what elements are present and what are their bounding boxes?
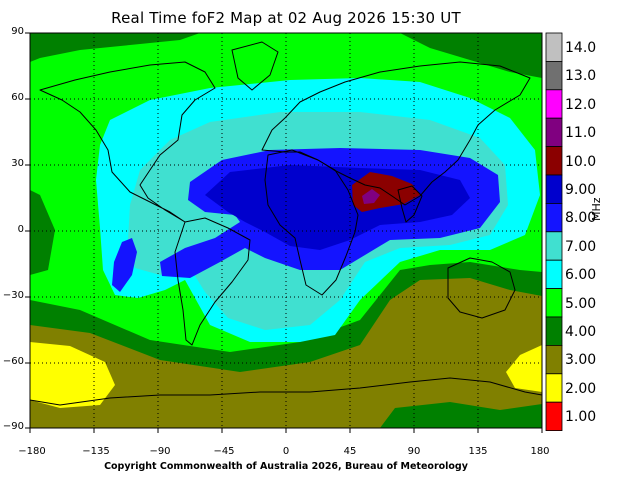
colorbar-level-label: 9.00 — [565, 182, 597, 198]
map-title: Real Time foF2 Map at 02 Aug 2026 15:30 … — [111, 9, 461, 27]
contour-4mhz-west — [30, 190, 55, 275]
colorbar-level-label: 12.0 — [565, 96, 597, 113]
grid — [30, 33, 542, 428]
coastlines — [30, 41, 542, 406]
y-tick-label: −60 — [2, 356, 24, 367]
x-tick-label: 90 — [407, 446, 421, 457]
coast-europe-asia — [261, 61, 531, 206]
y-tick-label: 0 — [17, 224, 24, 235]
colorbar-swatch — [545, 259, 563, 290]
coast-north-america — [39, 61, 216, 223]
axis-ticks — [25, 32, 543, 433]
colorbar-level-label: 8.00 — [565, 210, 597, 227]
contour-3mhz-south — [30, 278, 542, 428]
colorbar-swatch — [545, 316, 563, 346]
coast-antarctica — [30, 377, 542, 406]
colorbar-swatch — [545, 344, 563, 375]
colorbar-level-label: 7.00 — [565, 238, 597, 255]
y-tick-label: 30 — [11, 158, 24, 169]
x-tick-label: 180 — [530, 446, 550, 457]
colorbar-swatch — [545, 231, 563, 261]
contour-4mhz-bottom — [380, 402, 542, 428]
y-tick-label: −30 — [2, 290, 24, 301]
colorbar-swatch — [545, 202, 563, 233]
x-tick-label: −90 — [149, 446, 171, 457]
colorbar-swatch — [545, 373, 563, 403]
colorbar-level-label: 10.0 — [565, 153, 597, 170]
contour-11mhz — [362, 189, 380, 204]
x-tick-label: 135 — [468, 446, 488, 457]
colorbar-level-label: 2.00 — [565, 380, 597, 397]
contour-8mhz-pacific — [112, 238, 137, 292]
coast-south-america — [174, 217, 251, 346]
copyright-notice: Copyright Commonwealth of Australia 2026… — [104, 461, 468, 472]
y-tick-label: −90 — [2, 421, 24, 432]
contour-4mhz-north-west — [30, 33, 200, 62]
contour-4mhz-north-east — [400, 33, 542, 78]
colorbar-level-label: 1.00 — [565, 409, 597, 426]
colorbar-level-label: 3.00 — [565, 352, 597, 369]
coast-greenland — [231, 41, 279, 91]
colorbar — [545, 32, 563, 432]
x-tick-label: −135 — [82, 446, 110, 457]
colorbar-swatch — [545, 89, 563, 119]
contour-2mhz-southwest — [30, 342, 115, 408]
x-tick-label: 0 — [282, 446, 290, 457]
coast-india — [397, 185, 423, 223]
contour-2mhz-southeast — [506, 345, 542, 392]
coast-australia — [447, 257, 516, 319]
coast-africa — [264, 149, 359, 296]
colorbar-level-label: 4.00 — [565, 324, 597, 340]
colorbar-swatch — [545, 401, 563, 432]
colorbar-level-label: 13.0 — [565, 68, 597, 85]
colorbar-swatch — [545, 174, 563, 204]
colorbar-swatch — [545, 32, 563, 62]
y-tick-label: 90 — [11, 26, 24, 37]
colorbar-swatch — [545, 117, 563, 147]
colorbar-level-label: 14.0 — [565, 40, 597, 56]
x-tick-label: −45 — [213, 446, 235, 457]
colorbar-level-label: 11.0 — [565, 125, 597, 142]
colorbar-level-label: 6.00 — [565, 267, 597, 284]
y-tick-label: 60 — [11, 92, 24, 103]
colorbar-level-label: 5.00 — [565, 295, 597, 312]
colorbar-swatch — [545, 146, 563, 176]
contour-field — [30, 33, 542, 428]
colorbar-swatch — [545, 61, 563, 91]
colorbar-unit: MHz — [590, 197, 603, 221]
x-tick-label: 45 — [343, 446, 357, 457]
x-tick-label: −180 — [18, 446, 46, 457]
colorbar-swatch — [545, 288, 563, 318]
